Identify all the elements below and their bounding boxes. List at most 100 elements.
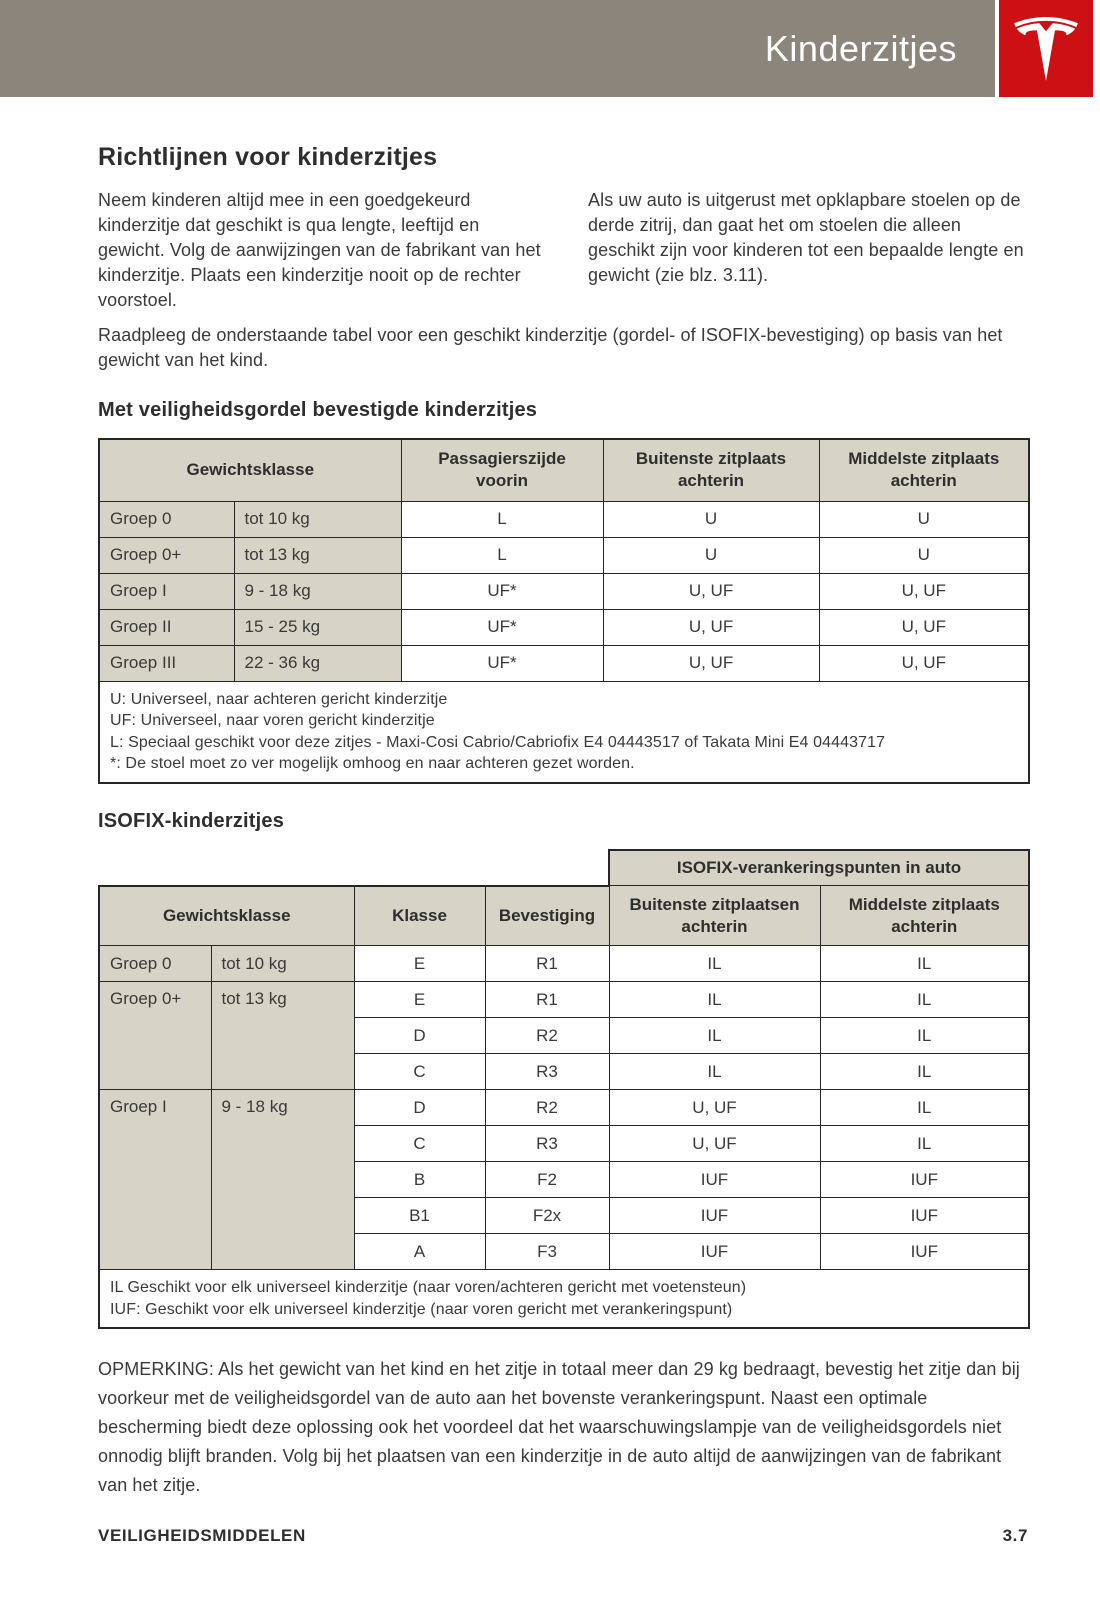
cell-group: Groep II [98, 608, 235, 646]
header-cell-front: Passagierszijde voorin [400, 438, 604, 502]
table-row: Groep III 22 - 36 kg UF* U, UF U, UF [98, 644, 1030, 682]
cell-klasse: E [353, 945, 486, 982]
isofix-table-heading: ISOFIX-kinderzitjes [98, 809, 285, 832]
cell-bevestiging: R3 [484, 1053, 610, 1090]
cell-klasse: E [353, 981, 486, 1018]
table-row: Groep I 9 - 18 kg UF* U, UF U, UF [98, 572, 1030, 610]
cell-weight: 9 - 18 kg [210, 1089, 355, 1270]
header-cell-middle: Middelste zitplaats achterin [819, 885, 1031, 946]
table-footnotes: U: Universeel, naar achteren gericht kin… [98, 680, 1030, 783]
cell-outer: U, UF [608, 1089, 821, 1126]
cell-weight: tot 13 kg [233, 536, 402, 574]
cell-front: UF* [400, 572, 604, 610]
span-header-row: ISOFIX-verankeringspunten in auto [99, 848, 1031, 886]
footer-page-number: 3.7 [1002, 1526, 1028, 1545]
header-cell-gewichtsklasse: Gewichtsklasse [98, 884, 355, 946]
page-header: Kinderzitjes [0, 0, 1100, 97]
cell-outer: IL [608, 981, 821, 1018]
footnote-iuf: IUF: Geschikt voor elk universeel kinder… [110, 1300, 733, 1318]
table-row: Groep I 9 - 18 kg D R2 U, UF IL [98, 1089, 1031, 1270]
cell-weight: tot 10 kg [210, 945, 355, 982]
cell-group: Groep 0+ [98, 536, 235, 574]
cell-middle: IUF [819, 1197, 1031, 1234]
header-cell-isofix-anchors: ISOFIX-verankeringspunten in auto [607, 848, 1031, 886]
cell-group: Groep 0 [98, 500, 235, 538]
cell-middle: U, UF [818, 644, 1030, 682]
cell-klasse: A [353, 1233, 486, 1270]
table-header-row: Gewichtsklasse Passagierszijde voorin Bu… [98, 438, 1030, 502]
opmerking-paragraph: OPMERKING: Als het gewicht van het kind … [98, 1359, 1020, 1495]
cell-front: UF* [400, 608, 604, 646]
cell-bevestiging: R3 [484, 1125, 610, 1162]
table-row: Groep 0 tot 10 kg L U U [98, 500, 1030, 538]
table-row: A F3 IUF IUF [99, 1233, 1031, 1270]
cell-middle: U, UF [818, 572, 1030, 610]
cell-group: Groep I [98, 1089, 212, 1270]
table-row: Groep 0+ tot 13 kg L U U [98, 536, 1030, 574]
belt-table: Gewichtsklasse Passagierszijde voorin Bu… [98, 438, 1031, 784]
cell-group: Groep 0+ [98, 981, 212, 1090]
cell-klasse: B1 [353, 1197, 486, 1234]
table-header-row: Gewichtsklasse Klasse Bevestiging Buiten… [98, 884, 1031, 946]
cell-bevestiging: R2 [484, 1017, 610, 1054]
footnote-l: L: Speciaal geschikt voor deze zitjes - … [110, 733, 886, 751]
cell-outer: U, UF [602, 644, 820, 682]
intro-paragraph-right: Als uw auto is uitgerust met opklapbare … [588, 190, 1024, 285]
table-row: Groep 0 tot 10 kg E R1 IL IL [98, 945, 1031, 982]
cell-bevestiging: F2 [484, 1161, 610, 1198]
cell-weight: 9 - 18 kg [233, 572, 402, 610]
footer-section-label: VEILIGHEIDSMIDDELEN [98, 1526, 306, 1545]
cell-middle: IL [819, 1089, 1031, 1126]
cell-middle: U [818, 536, 1030, 574]
footnote-u: U: Universeel, naar achteren gericht kin… [110, 690, 448, 708]
cell-middle: IL [819, 945, 1031, 982]
cell-weight: 22 - 36 kg [233, 644, 402, 682]
cell-weight: 15 - 25 kg [233, 608, 402, 646]
header-cell-bevestiging: Bevestiging [484, 884, 610, 946]
cell-weight: tot 13 kg [210, 981, 355, 1090]
table-row: Groep II 15 - 25 kg UF* U, UF U, UF [98, 608, 1030, 646]
isofix-table: ISOFIX-verankeringspunten in auto Gewich… [97, 848, 1031, 1330]
footnote-asterisk: *: De stoel moet zo ver mogelijk omhoog … [110, 755, 635, 772]
cell-outer: U [602, 500, 820, 538]
table-row: B1 F2x IUF IUF [99, 1197, 1031, 1234]
cell-middle: U, UF [818, 608, 1030, 646]
footnote-uf: UF: Universeel, naar voren gericht kinde… [110, 712, 435, 729]
cell-outer: IL [608, 945, 821, 982]
cell-weight: tot 10 kg [233, 500, 402, 538]
page-title: Kinderzitjes [764, 27, 957, 69]
intro-columns: Neem kinderen altijd mee in een goedgeke… [98, 188, 1028, 313]
cell-front: L [400, 536, 604, 574]
intro-paragraph-full: Raadpleeg de onderstaande tabel voor een… [98, 325, 1003, 370]
header-cell-gewichtsklasse: Gewichtsklasse [98, 438, 402, 502]
header-bar: Kinderzitjes [0, 0, 995, 97]
cell-group: Groep 0 [98, 945, 212, 982]
cell-klasse: C [353, 1053, 486, 1090]
cell-outer: U, UF [602, 572, 820, 610]
table-row: C R3 IL IL [99, 1053, 1031, 1090]
cell-bevestiging: R1 [484, 981, 610, 1018]
cell-middle: IL [819, 1053, 1031, 1090]
cell-middle: IUF [819, 1161, 1031, 1198]
cell-klasse: D [353, 1017, 486, 1054]
page-content: Richtlijnen voor kinderzitjes Neem kinde… [97, 143, 1031, 1500]
belt-table-heading: Met veiligheidsgordel bevestigde kinderz… [98, 399, 538, 421]
cell-middle: U [818, 500, 1030, 538]
tesla-t-icon [1014, 16, 1078, 81]
cell-outer: IUF [608, 1233, 821, 1270]
cell-middle: IL [819, 1017, 1031, 1054]
cell-outer: IUF [608, 1161, 821, 1198]
cell-outer: U, UF [602, 608, 820, 646]
table-row: D R2 IL IL [99, 1017, 1031, 1054]
cell-klasse: B [353, 1161, 486, 1198]
header-cell-outer: Buitenste zitplaats achterin [602, 438, 820, 502]
cell-middle: IL [819, 981, 1031, 1018]
intro-paragraph-left: Neem kinderen altijd mee in een goedgeke… [98, 190, 541, 310]
cell-outer: U [602, 536, 820, 574]
cell-bevestiging: R2 [484, 1089, 610, 1126]
cell-bevestiging: R1 [484, 945, 610, 982]
header-cell-outer: Buitenste zitplaatsen achterin [608, 885, 821, 946]
cell-front: L [400, 500, 604, 538]
header-cell-middle: Middelste zitplaats achterin [818, 438, 1030, 502]
table-footnotes: IL Geschikt voor elk universeel kinderzi… [97, 1269, 1031, 1329]
